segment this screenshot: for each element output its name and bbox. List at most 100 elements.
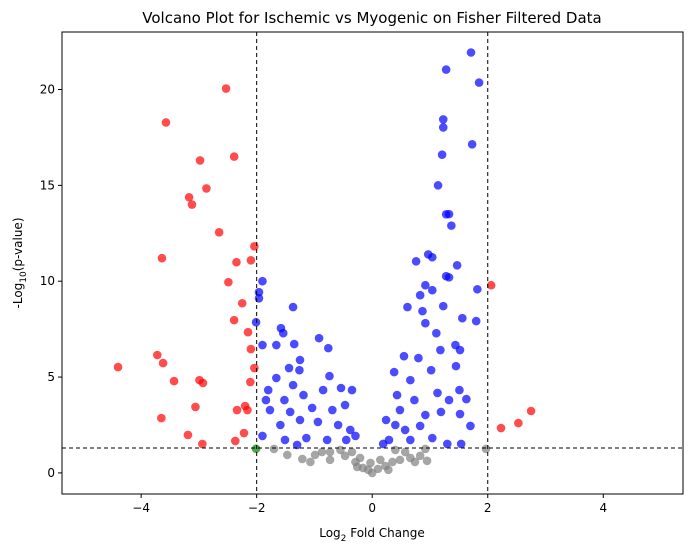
- point: [345, 425, 355, 435]
- point: [456, 439, 466, 449]
- point: [406, 435, 415, 445]
- point: [299, 390, 308, 400]
- point: [280, 435, 290, 445]
- y-label-sub: 10: [19, 271, 29, 283]
- point: [455, 345, 465, 355]
- point: [458, 313, 467, 323]
- point: [195, 156, 205, 165]
- x-tick-label: 2: [484, 501, 492, 515]
- point: [355, 453, 365, 463]
- point: [313, 417, 323, 427]
- point: [341, 435, 351, 445]
- point: [451, 361, 461, 371]
- point: [158, 358, 168, 368]
- point: [198, 439, 207, 449]
- point: [295, 415, 305, 425]
- point: [298, 454, 307, 464]
- x-tick-label: −2: [248, 501, 266, 515]
- point: [288, 380, 298, 390]
- point: [202, 184, 211, 193]
- point: [325, 455, 335, 465]
- point: [306, 457, 315, 467]
- point: [496, 423, 506, 433]
- point: [400, 447, 410, 457]
- point: [157, 253, 167, 263]
- point: [392, 390, 402, 400]
- point: [153, 350, 162, 360]
- point: [265, 405, 275, 415]
- point: [157, 413, 166, 423]
- point: [246, 256, 256, 265]
- point: [258, 340, 267, 350]
- point: [415, 451, 425, 461]
- point: [427, 252, 437, 262]
- point: [415, 290, 425, 300]
- y-tick-label: 20: [40, 83, 55, 97]
- point: [455, 409, 465, 419]
- point: [352, 462, 362, 472]
- point: [336, 445, 345, 455]
- point: [288, 302, 298, 312]
- point: [328, 405, 337, 415]
- point: [251, 444, 261, 454]
- chart-title: Volcano Plot for Ischemic vs Myogenic on…: [142, 9, 601, 27]
- point: [391, 445, 400, 455]
- point: [418, 306, 427, 316]
- x-label-part: Log: [319, 526, 340, 540]
- point: [232, 405, 242, 415]
- point: [481, 444, 491, 454]
- point: [221, 84, 231, 93]
- point: [333, 420, 343, 430]
- point: [258, 276, 267, 286]
- point: [229, 315, 239, 325]
- point: [310, 450, 320, 460]
- point: [433, 181, 443, 190]
- point: [443, 439, 452, 449]
- y-label-part: (p-value): [11, 218, 25, 272]
- point: [388, 457, 397, 467]
- point: [285, 407, 295, 417]
- point: [384, 465, 393, 475]
- point: [399, 351, 409, 361]
- point: [452, 261, 462, 270]
- point: [410, 457, 420, 467]
- point: [378, 439, 388, 449]
- point: [250, 363, 259, 373]
- point: [410, 395, 419, 405]
- point: [325, 371, 334, 381]
- point: [251, 317, 261, 327]
- point: [324, 343, 333, 353]
- point: [169, 376, 179, 386]
- point: [269, 444, 279, 454]
- point: [514, 418, 523, 428]
- point: [161, 118, 171, 127]
- point: [254, 293, 264, 303]
- point: [284, 363, 294, 373]
- x-label-part: Fold Change: [346, 526, 424, 540]
- point: [466, 421, 475, 431]
- point: [229, 152, 239, 161]
- point: [340, 400, 350, 410]
- point: [395, 455, 405, 465]
- x-tick-label: 0: [368, 501, 376, 515]
- point: [373, 464, 383, 474]
- point: [427, 433, 437, 443]
- point: [258, 431, 267, 441]
- point: [246, 344, 256, 354]
- point: [317, 447, 327, 457]
- y-tick-label: 5: [47, 370, 55, 384]
- point: [198, 378, 208, 388]
- point: [462, 394, 471, 404]
- point: [237, 298, 247, 308]
- point: [239, 428, 249, 438]
- point: [447, 221, 456, 230]
- point: [307, 403, 317, 413]
- x-label-sub: 2: [341, 534, 347, 544]
- point: [272, 340, 281, 350]
- point: [295, 365, 304, 375]
- point: [363, 465, 373, 475]
- point: [340, 451, 350, 461]
- y-tick-label: 15: [40, 178, 55, 192]
- point: [406, 375, 415, 385]
